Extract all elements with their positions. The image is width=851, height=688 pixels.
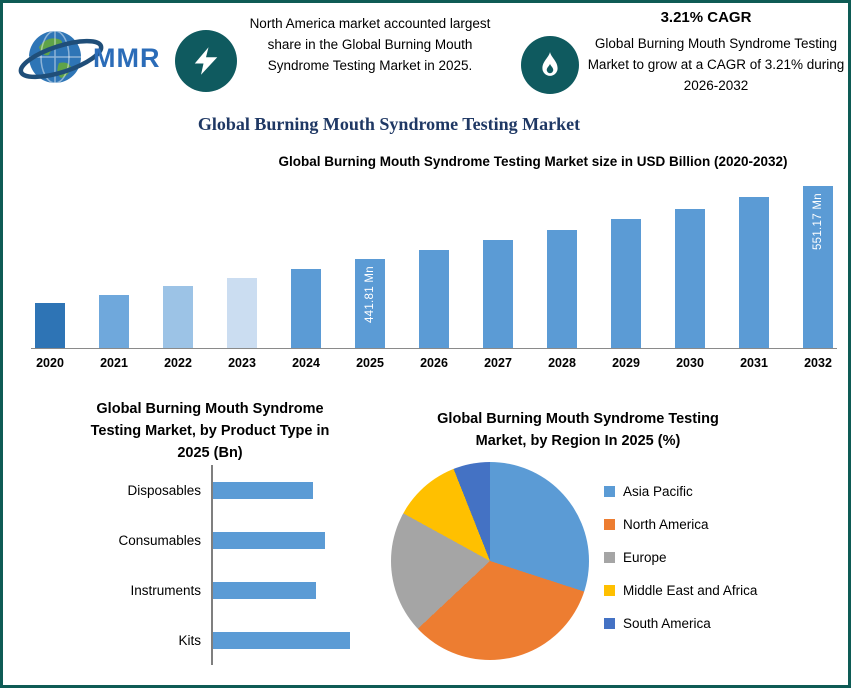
product-row-consumables: [213, 515, 350, 565]
cagr-headline: 3.21% CAGR: [660, 9, 752, 26]
legend-item: Europe: [604, 547, 757, 567]
x-axis-line: [31, 348, 837, 349]
legend-item: South America: [604, 613, 757, 633]
region-pie-chart: [391, 462, 589, 660]
x-tick-2025: 2025: [356, 356, 384, 370]
bar-2022: [163, 286, 193, 348]
legend-swatch: [604, 617, 615, 629]
legend-label: Middle East and Africa: [623, 582, 758, 598]
bar-2020: [35, 303, 65, 348]
product-type-labels: Disposables Consumables Instruments Kits: [31, 465, 211, 665]
product-label-instruments: Instruments: [130, 582, 201, 598]
region-legend: Asia Pacific North America Europe Middle Ea…: [604, 481, 757, 633]
product-row-disposables: [213, 465, 350, 515]
bar-value-label-2032: 551.17 Mn: [812, 193, 824, 251]
x-tick-2027: 2027: [484, 356, 512, 370]
bar-2027: [483, 240, 513, 348]
bar-value-label-2025: 441.81 Mn: [364, 266, 376, 324]
legend-item: Asia Pacific: [604, 481, 757, 501]
growth-badge: [521, 36, 579, 94]
bar-2026: [419, 250, 449, 348]
page-title: Global Burning Mouth Syndrome Testing Ma…: [197, 114, 581, 134]
product-bar-disposables: [213, 481, 313, 499]
bar-2023: [227, 278, 257, 348]
bar-2021: [99, 295, 129, 348]
legend-label: Asia Pacific: [623, 483, 693, 499]
highlight-badge: [175, 30, 237, 92]
x-tick-2032: 2032: [804, 356, 832, 370]
x-tick-2028: 2028: [548, 356, 576, 370]
bar-slot-2024: 2024: [289, 174, 323, 370]
bar-2029: [611, 219, 641, 348]
product-type-chart-title: Global Burning Mouth Syndrome Testing Ma…: [90, 401, 330, 461]
legend-swatch: [604, 584, 615, 596]
market-size-chart-title: Global Burning Mouth Syndrome Testing Ma…: [278, 154, 788, 169]
bar-slot-2023: 2023: [225, 174, 259, 370]
bar-slot-2022: 2022: [161, 174, 195, 370]
region-chart-title: Global Burning Mouth Syndrome Testing Ma…: [437, 411, 719, 449]
product-label-kits: Kits: [178, 632, 201, 648]
market-fact-left: North America market accounted largest s…: [249, 16, 491, 73]
market-size-bar-chart: 2020 2021 2022 2023 2024 441.81 Mn 2025 2026 202…: [33, 174, 835, 370]
x-tick-2022: 2022: [164, 356, 192, 370]
bar-slot-2027: 2027: [481, 174, 515, 370]
product-label-disposables: Disposables: [127, 482, 201, 498]
legend-label: North America: [623, 516, 709, 532]
legend-label: Europe: [623, 549, 667, 565]
bar-slot-2029: 2029: [609, 174, 643, 370]
product-bar-instruments: [213, 581, 316, 599]
product-type-bar-chart: Disposables Consumables Instruments Kits: [31, 465, 350, 665]
bar-slot-2028: 2028: [545, 174, 579, 370]
legend-item: Middle East and Africa: [604, 580, 757, 600]
lightning-icon: [194, 47, 218, 75]
x-tick-2029: 2029: [612, 356, 640, 370]
bar-2028: [547, 230, 577, 348]
bar-slot-2030: 2030: [673, 174, 707, 370]
x-tick-2024: 2024: [292, 356, 320, 370]
bar-2032: 551.17 Mn: [803, 186, 833, 348]
x-tick-2023: 2023: [228, 356, 256, 370]
bar-slot-2026: 2026: [417, 174, 451, 370]
x-tick-2026: 2026: [420, 356, 448, 370]
bar-2024: [291, 269, 321, 348]
legend-swatch: [604, 551, 615, 563]
product-row-instruments: [213, 565, 350, 615]
x-tick-2020: 2020: [36, 356, 64, 370]
mmr-logo: MMR: [15, 19, 185, 93]
bar-slot-2020: 2020: [33, 174, 67, 370]
globe-icon: [18, 30, 104, 84]
bar-slot-2031: 2031: [737, 174, 771, 370]
legend-item: North America: [604, 514, 757, 534]
x-tick-2031: 2031: [740, 356, 768, 370]
legend-label: South America: [623, 615, 711, 631]
bar-2025: 441.81 Mn: [355, 259, 385, 348]
x-tick-2030: 2030: [676, 356, 704, 370]
flame-icon: [542, 52, 558, 76]
bar-slot-2032: 551.17 Mn 2032: [801, 174, 835, 370]
market-fact-right: Global Burning Mouth Syndrome Testing Ma…: [587, 36, 845, 93]
bar-slot-2021: 2021: [97, 174, 131, 370]
legend-swatch: [604, 518, 615, 530]
product-label-consumables: Consumables: [118, 532, 201, 548]
product-bar-kits: [213, 631, 350, 649]
logo-text: MMR: [93, 43, 161, 73]
bar-slot-2025: 441.81 Mn 2025: [353, 174, 387, 370]
product-bar-consumables: [213, 531, 325, 549]
product-row-kits: [213, 615, 350, 665]
x-tick-2021: 2021: [100, 356, 128, 370]
legend-swatch: [604, 485, 615, 497]
bar-2030: [675, 209, 705, 348]
product-type-plot: [211, 465, 350, 665]
bar-2031: [739, 197, 769, 348]
